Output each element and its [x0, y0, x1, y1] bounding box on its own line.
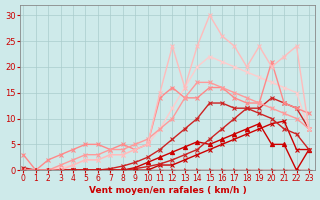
X-axis label: Vent moyen/en rafales ( km/h ): Vent moyen/en rafales ( km/h ) — [89, 186, 246, 195]
